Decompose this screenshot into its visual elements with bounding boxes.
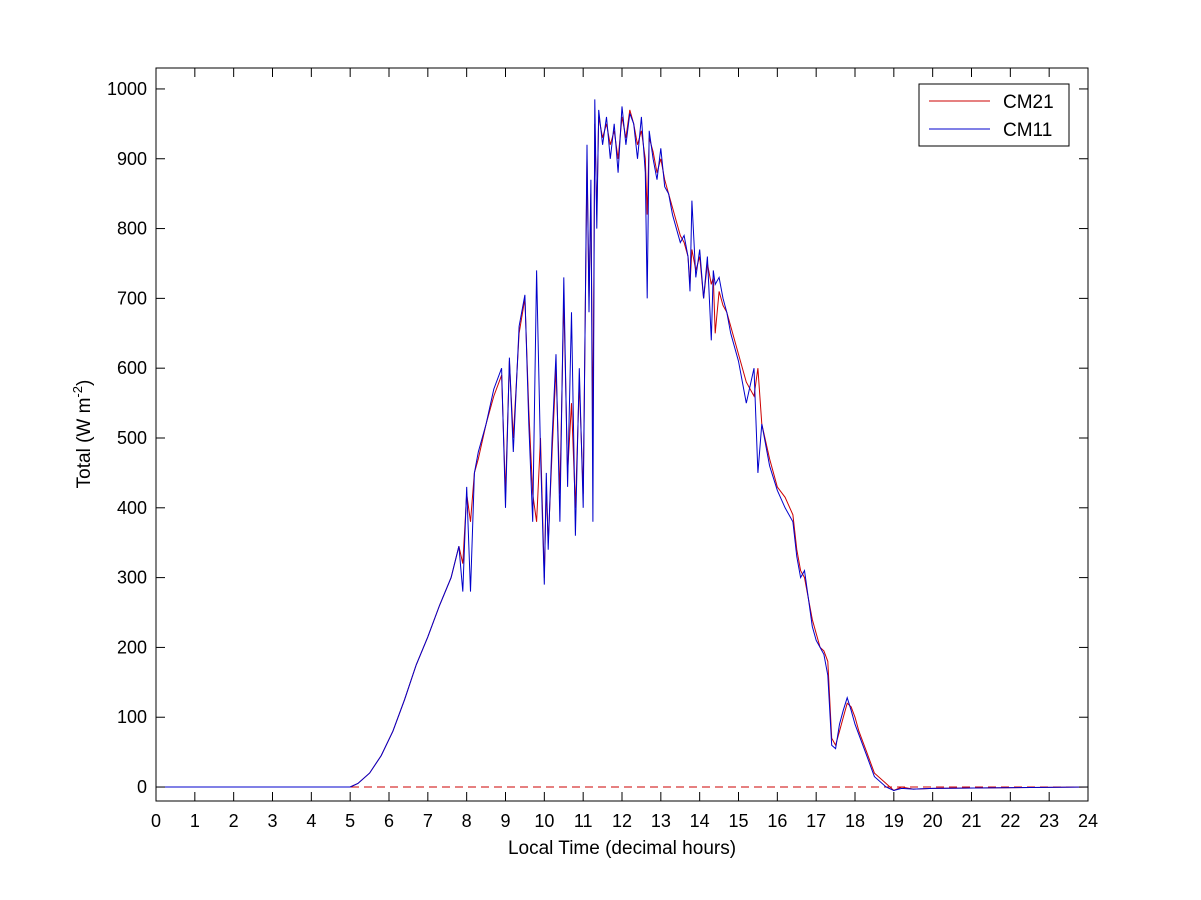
x-tick-label: 16 [767, 811, 787, 831]
x-tick-label: 22 [1000, 811, 1020, 831]
y-axis-label-end: ) [74, 380, 95, 386]
y-axis-label-superscript: -2 [70, 386, 85, 398]
x-tick-label: 11 [574, 811, 593, 831]
x-tick-label: 20 [923, 811, 943, 831]
y-axis-label-main: Total (W m [74, 398, 95, 489]
x-tick-label: 0 [151, 811, 161, 831]
x-tick-label: 23 [1039, 811, 1059, 831]
legend: CM21 CM11 [918, 83, 1070, 147]
y-tick-label: 400 [117, 498, 147, 518]
x-axis-label: Local Time (decimal hours) [508, 838, 736, 859]
y-tick-label: 700 [117, 288, 147, 308]
x-tick-label: 6 [384, 811, 394, 831]
y-tick-label: 600 [117, 358, 147, 378]
x-tick-label: 9 [500, 811, 510, 831]
x-tick-labels: 0 1 2 3 4 5 6 7 8 9 10 11 12 13 14 15 16 17 18 19 20 21 22 23 24 [151, 811, 1098, 831]
x-tick-label: 10 [534, 811, 554, 831]
legend-box [918, 83, 1070, 147]
x-tick-label: 5 [345, 811, 355, 831]
y-tick-label: 300 [117, 568, 147, 588]
series-layer [156, 99, 1089, 792]
series-line-cm11 [156, 99, 1089, 792]
y-axis-label: Total (W m-2) [70, 380, 95, 489]
x-tick-label: 24 [1078, 811, 1098, 831]
y-tick-label: 0 [137, 777, 147, 797]
x-tick-label: 1 [190, 811, 200, 831]
x-tick-label: 4 [306, 811, 316, 831]
y-tick-label: 1000 [107, 79, 147, 99]
x-tick-label: 13 [651, 811, 671, 831]
x-tick-label: 17 [806, 811, 826, 831]
ticks-layer [155, 68, 1089, 801]
x-tick-label: 21 [961, 811, 981, 831]
y-tick-label: 100 [117, 707, 147, 727]
y-tick-label: 800 [117, 219, 147, 239]
x-tick-label: 14 [690, 811, 710, 831]
x-tick-label: 3 [267, 811, 277, 831]
x-tick-label: 12 [612, 811, 632, 831]
y-tick-label: 200 [117, 637, 147, 657]
x-tick-label: 18 [845, 811, 865, 831]
x-tick-label: 2 [229, 811, 239, 831]
y-tick-label: 500 [117, 428, 147, 448]
legend-label-cm11: CM11 [1003, 120, 1052, 141]
x-tick-label: 8 [462, 811, 472, 831]
x-tick-label: 15 [728, 811, 748, 831]
x-tick-label: 19 [884, 811, 904, 831]
plot-area [155, 67, 1089, 802]
legend-label-cm21: CM21 [1003, 92, 1054, 113]
y-tick-label: 900 [117, 149, 147, 169]
y-tick-labels: 0 100 200 300 400 500 600 700 800 900 1000 [107, 79, 147, 797]
x-tick-label: 7 [423, 811, 433, 831]
